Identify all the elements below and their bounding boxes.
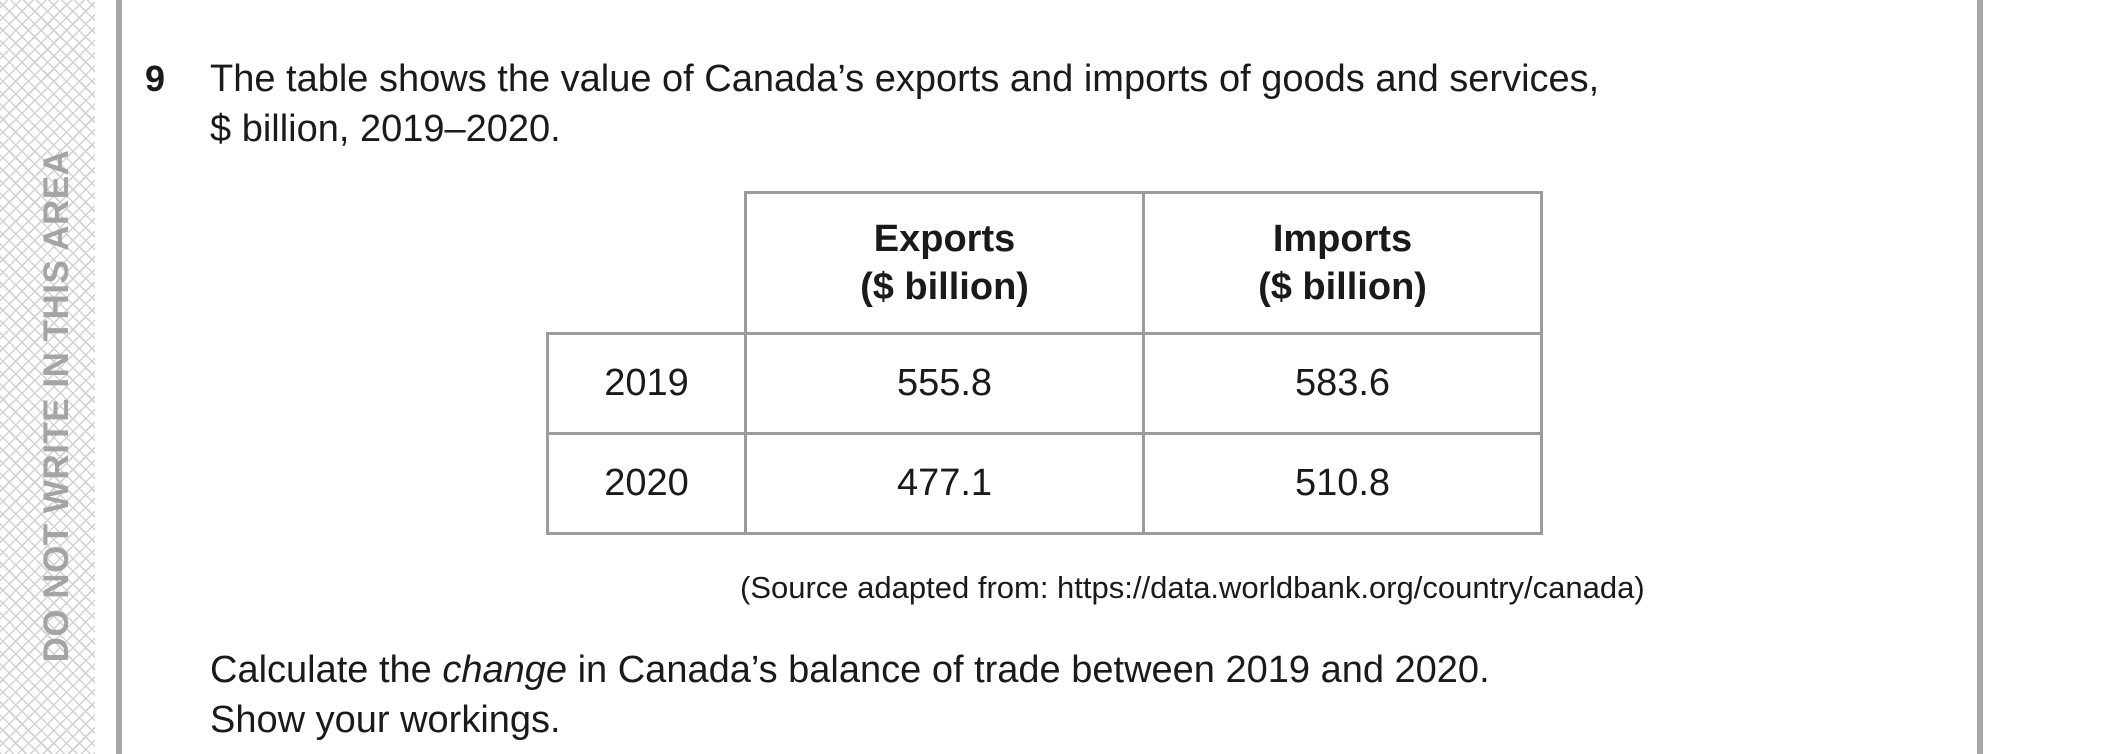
task-line-1: Calculate the change in Canada’s balance… <box>210 649 1490 691</box>
question-text-line-1: The table shows the value of Canada’s ex… <box>210 58 1600 100</box>
table-row: 2019 555.8 583.6 <box>546 332 1543 435</box>
column-header-exports: Exports ($ billion) <box>744 191 1145 335</box>
margin-warning-text: DO NOT WRITE IN THIS AREA <box>37 149 76 663</box>
table-row: 2020 477.1 510.8 <box>546 432 1543 535</box>
left-margin-rule <box>116 0 122 754</box>
question-text: The table shows the value of Canada’s ex… <box>210 54 1910 154</box>
trade-table: Exports ($ billion) Imports ($ billion) … <box>546 191 1543 535</box>
table-header-row: Exports ($ billion) Imports ($ billion) <box>547 191 1543 335</box>
task-instruction: Calculate the change in Canada’s balance… <box>210 645 1490 745</box>
right-margin-rule <box>1977 0 1983 754</box>
emphasis-change: change <box>442 649 568 691</box>
column-header-imports: Imports ($ billion) <box>1142 191 1543 335</box>
row-year-cell: 2019 <box>546 332 747 435</box>
question-number: 9 <box>145 58 166 99</box>
imports-value-cell: 510.8 <box>1142 432 1543 535</box>
exports-value-cell: 555.8 <box>744 332 1145 435</box>
source-citation: (Source adapted from: https://data.world… <box>740 570 1645 605</box>
question-text-line-2: $ billion, 2019–2020. <box>210 108 561 150</box>
row-year-cell: 2020 <box>546 432 747 535</box>
imports-value-cell: 583.6 <box>1142 332 1543 435</box>
exports-value-cell: 477.1 <box>744 432 1145 535</box>
do-not-write-margin <box>0 0 95 754</box>
table-corner-cell <box>547 192 747 335</box>
task-line-2: Show your workings. <box>210 699 561 741</box>
